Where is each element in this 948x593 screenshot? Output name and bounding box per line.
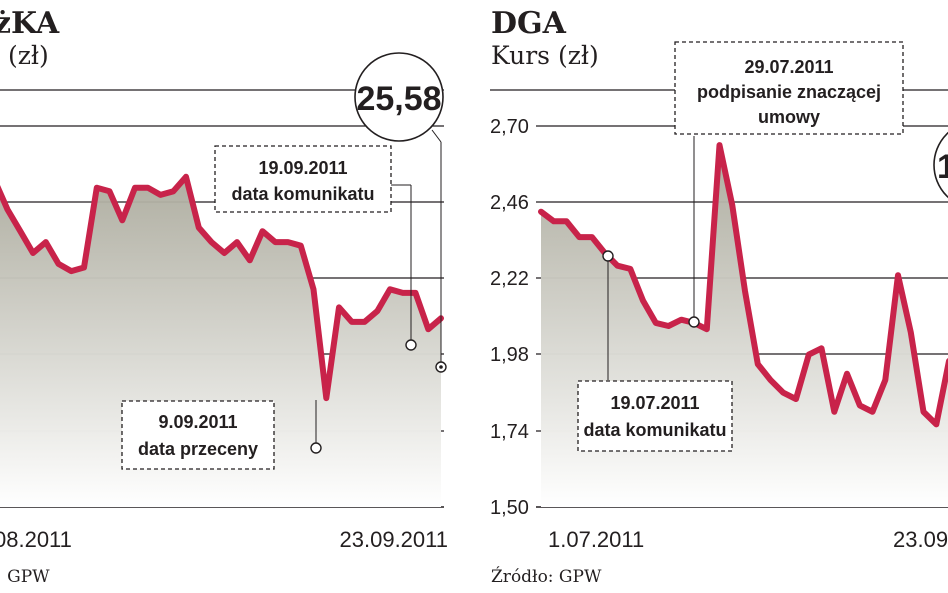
annotation-date: 19.09.2011 [258, 158, 347, 178]
current-marker-dot [439, 365, 443, 369]
annotation-marker [688, 316, 700, 328]
left-plot [0, 173, 444, 507]
annotation-date: 19.07.2011 [610, 393, 699, 413]
annotation-date: 9.09.2011 [158, 412, 237, 432]
y-tick-label: 1,98 [490, 344, 529, 366]
annotation-text: data przeceny [138, 439, 258, 459]
y-tick-label: 2,22 [490, 268, 529, 290]
annotation-leader [431, 129, 442, 143]
annotation-text: umowy [758, 107, 820, 127]
current-value-badge [933, 131, 948, 199]
source-label: Źródło: GPW [491, 566, 602, 587]
right-title: DGA [491, 6, 567, 41]
annotation-text: data komunikatu [583, 420, 726, 440]
x-tick-label: 23.09 [893, 527, 948, 552]
y-tick-label: 2,46 [490, 192, 529, 214]
x-tick-label: 1.07.2011 [548, 527, 644, 552]
current-value-badge [354, 52, 444, 142]
left-title: żKA [0, 6, 60, 41]
series-area [0, 176, 441, 507]
annotation-box [214, 145, 392, 213]
current-value: 1 [937, 148, 948, 186]
y-tick-label: 2,70 [490, 116, 529, 138]
x-tick-label: 23.09.2011 [340, 527, 448, 552]
left-annotations: 19.09.2011 data komunikatu 9.09.2011 dat… [121, 52, 447, 470]
annotation-box [674, 41, 904, 135]
annotation-date: 29.07.2011 [744, 57, 833, 77]
right-subtitle: Kurs (zł) [491, 41, 599, 70]
right-annotations: 29.07.2011 podpisanie znaczącej umowy 19… [577, 41, 948, 452]
annotation-marker [405, 339, 417, 351]
series-line [0, 173, 444, 402]
y-tick-label: 1,74 [490, 421, 529, 443]
annotation-marker [310, 442, 322, 454]
annotation-text: data komunikatu [231, 184, 374, 204]
annotation-box [121, 400, 275, 470]
right-plot [538, 142, 948, 507]
annotation-marker [602, 250, 614, 262]
series-area [541, 145, 948, 507]
chart-right: DGA Kurs (zł) 2,70 2,46 2,22 1,98 1,74 1… [488, 6, 948, 587]
y-tick-labels: 2,70 2,46 2,22 1,98 1,74 1,50 [488, 112, 536, 519]
y-tick-label: 1,50 [490, 497, 529, 519]
source-label: : GPW [0, 567, 50, 587]
chart-left: żKA (zł) 19.09.2011 data komunikatu 9.09… [0, 6, 448, 587]
annotation-box [577, 380, 733, 452]
x-tick-label: 08.2011 [0, 527, 72, 552]
left-subtitle: (zł) [8, 41, 49, 70]
series-line [538, 142, 948, 428]
current-value: 25,58 [356, 80, 441, 118]
annotation-text: podpisanie znaczącej [697, 82, 881, 102]
